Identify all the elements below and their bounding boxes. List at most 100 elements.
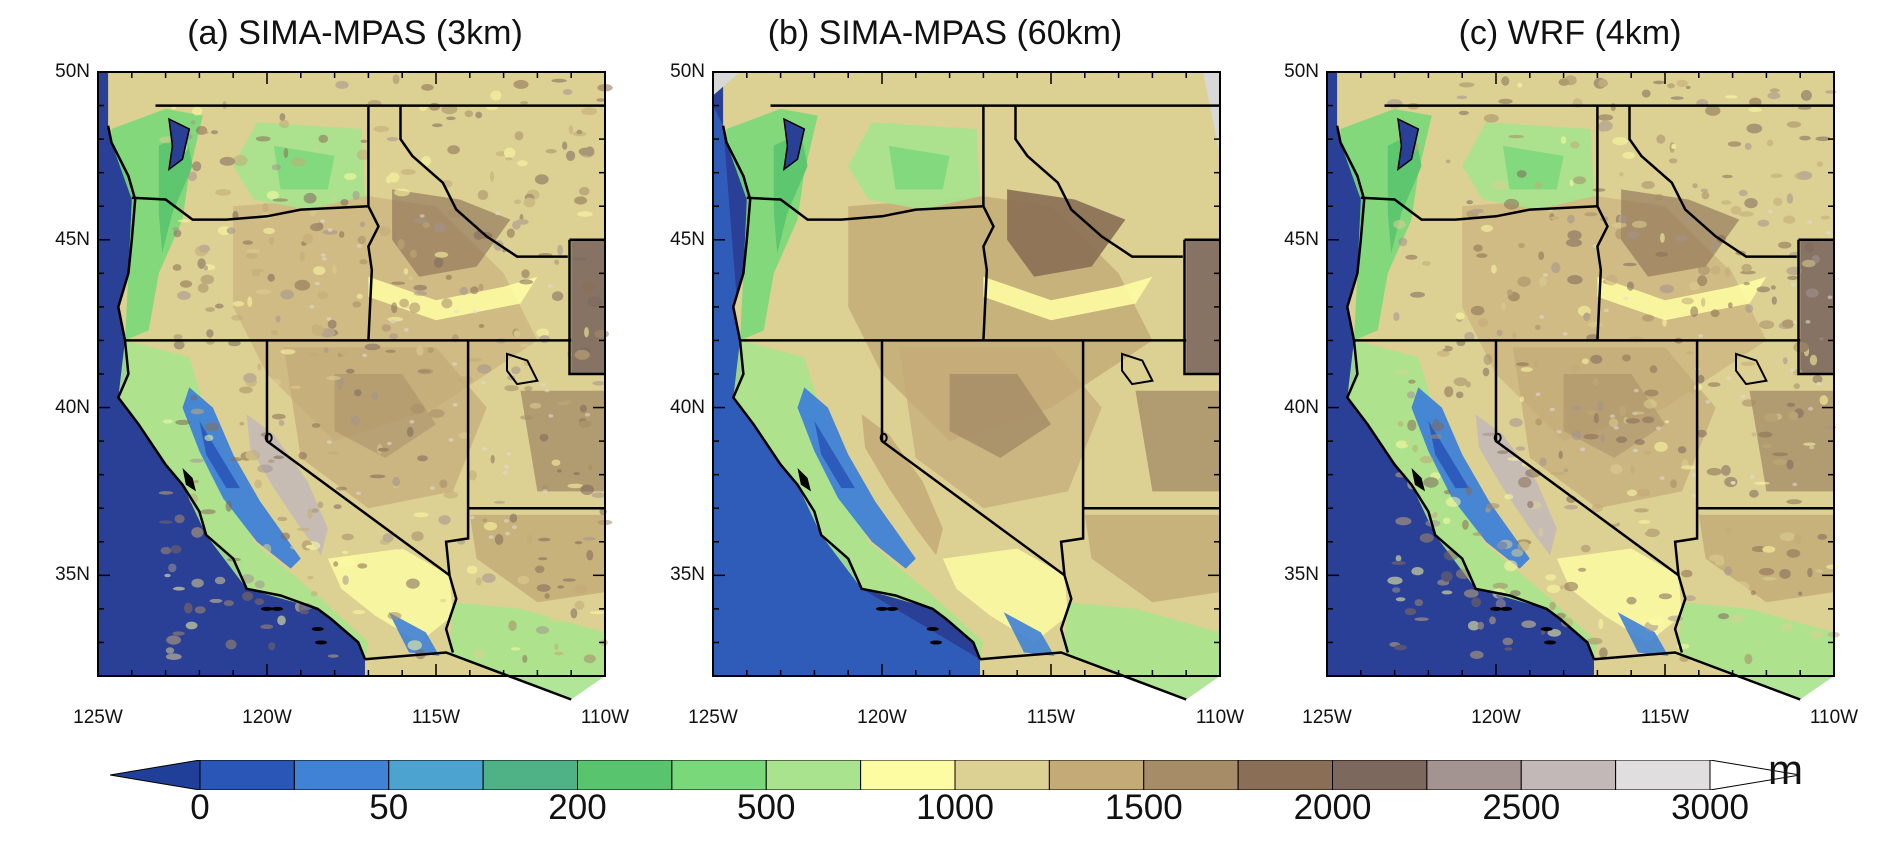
terrain-speck [298, 451, 308, 460]
terrain-speck [1512, 332, 1517, 339]
terrain-speck [514, 199, 522, 204]
map-svg [97, 71, 613, 701]
terrain-speck [1781, 319, 1794, 328]
state-border [399, 105, 568, 258]
puget-willamette [158, 132, 193, 254]
snow-speck [1792, 482, 1798, 487]
terrain-speck [1491, 264, 1497, 274]
terrain-speck [1436, 350, 1450, 357]
terrain-speck [389, 333, 399, 340]
terrain-speck [1581, 358, 1589, 365]
great-salt-lake [1735, 352, 1768, 386]
terrain-speck [470, 286, 479, 295]
terrain-speck [1741, 263, 1752, 272]
terrain-speck [1667, 83, 1675, 89]
terrain-speck [290, 157, 306, 167]
terrain-speck [352, 610, 366, 615]
terrain-speck [413, 291, 428, 296]
terrain-speck [1786, 549, 1801, 558]
terrain-speck [513, 79, 529, 89]
terrain-speck [402, 175, 419, 184]
terrain-speck [290, 545, 303, 550]
terrain-speck [1618, 215, 1628, 224]
terrain-speck [567, 483, 584, 489]
terrain-speck [581, 281, 596, 292]
snow-speck [409, 420, 415, 424]
terrain-speck [198, 244, 210, 253]
terrain-speck [1772, 452, 1789, 457]
terrain-speck [475, 111, 483, 119]
terrain-speck [172, 631, 185, 636]
terrain-speck [591, 492, 606, 499]
terrain-speck [1788, 411, 1799, 421]
terrain-speck [1805, 242, 1815, 253]
terrain-speck [165, 647, 175, 654]
terrain-speck [516, 219, 529, 225]
terrain-speck [1728, 302, 1733, 309]
terrain-speck [534, 565, 545, 574]
terrain-speck [277, 516, 288, 522]
terrain-speck [1740, 361, 1756, 366]
terrain-speck [1799, 135, 1811, 141]
terrain-speck [387, 316, 404, 322]
terrain-speck [280, 532, 291, 541]
map-panel-b [712, 71, 1221, 701]
terrain-speck [1612, 222, 1627, 228]
terrain-speck [1520, 367, 1533, 372]
terrain-speck [307, 508, 313, 520]
snow-speck [544, 388, 550, 393]
terrain-speck [172, 227, 180, 231]
terrain-speck [545, 149, 557, 154]
state-border [982, 205, 995, 341]
terrain-speck [217, 226, 232, 236]
terrain-speck [247, 296, 253, 307]
terrain-speck [562, 141, 568, 150]
terrain-speck [1517, 82, 1523, 88]
tick-marks [97, 71, 606, 677]
terrain-speck [1472, 532, 1483, 536]
terrain-speck [538, 537, 551, 542]
channel-island [1540, 627, 1553, 632]
terrain-speck [1407, 419, 1417, 431]
terrain-speck [536, 584, 551, 592]
colorado-plateau [1084, 514, 1220, 603]
terrain-speck [1600, 434, 1605, 443]
terrain-speck [1692, 183, 1698, 189]
terrain-speck [1778, 241, 1792, 249]
terrain-speck [268, 236, 275, 245]
terrain-speck [1387, 576, 1403, 585]
terrain-speck [1730, 205, 1742, 215]
terrain-speck [310, 591, 318, 597]
terrain-speck [439, 598, 447, 603]
terrain-speck [1622, 262, 1637, 267]
terrain-speck [190, 395, 198, 401]
terrain-speck [1456, 95, 1468, 100]
terrain-speck [373, 125, 390, 133]
mojave [942, 548, 1068, 643]
terrain-speck [570, 608, 578, 619]
terrain-speck [242, 591, 254, 602]
terrain-speck [1587, 321, 1604, 328]
colorbar-box [765, 760, 862, 790]
lat-tick-label: 50N [670, 61, 705, 82]
colorbar-box [671, 760, 767, 790]
lon-tick-label: 110W [1195, 707, 1245, 728]
state-border [1183, 239, 1220, 376]
terrain-speck [1724, 566, 1733, 576]
colorbar-box [199, 760, 295, 790]
terrain-speck [1782, 357, 1788, 365]
snow-speck [1767, 209, 1773, 214]
terrain-speck [270, 330, 279, 336]
terrain-speck [1470, 305, 1485, 316]
terrain-speck [391, 281, 406, 285]
terrain-speck [268, 459, 275, 464]
terrain-speck [360, 139, 368, 143]
terrain-speck [1551, 262, 1561, 274]
terrain-speck [204, 434, 214, 442]
terrain-speck [229, 457, 243, 462]
colorbar-tick-label: 2000 [1293, 788, 1372, 827]
colorbar-box [1143, 760, 1239, 790]
terrain-speck [459, 286, 468, 296]
terrain-speck [1793, 533, 1802, 545]
terrain-speck [438, 531, 449, 540]
